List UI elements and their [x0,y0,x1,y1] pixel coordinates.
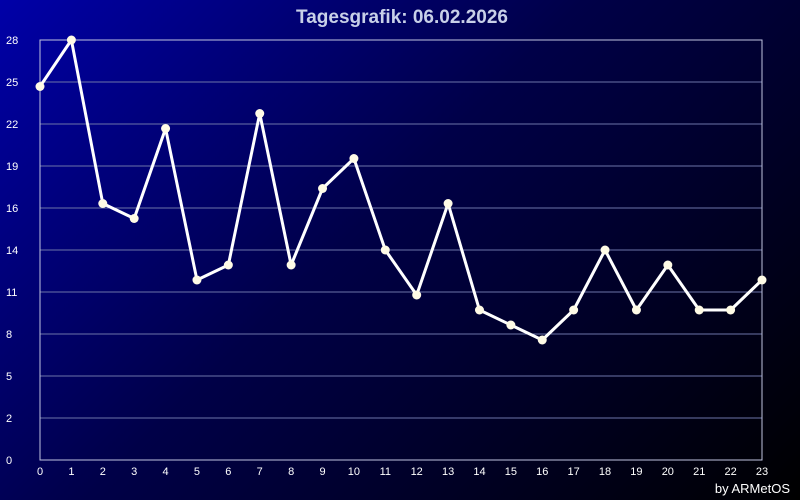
data-point [631,305,641,315]
data-point [694,305,704,315]
data-point [569,305,579,315]
series-points [35,35,767,345]
x-axis-ticks: 0 1 2 3 4 5 6 7 8 9 10 11 12 13 14 15 16 17 18 19 20 21 22 23 [37,466,768,478]
data-point [35,82,45,91]
series-line [38,38,764,342]
y-tick-label: 14 [6,245,18,257]
chart-title: Tagesgrafik: 06.02.2026 [296,7,508,28]
data-point [192,275,202,285]
y-tick-label: 28 [6,35,18,47]
data-point [443,199,453,208]
x-tick-label: 11 [380,466,391,478]
x-tick-label: 21 [693,466,705,478]
x-tick-label: 8 [288,466,294,478]
x-tick-label: 2 [100,466,106,478]
plot-frame [39,39,763,461]
x-tick-label: 15 [505,466,517,478]
data-point [129,214,139,223]
x-tick-label: 22 [724,466,736,478]
data-point [537,335,547,345]
data-point [412,290,422,300]
data-point [757,275,767,285]
x-tick-label: 12 [411,466,423,478]
y-tick-label: 25 [6,77,18,89]
data-point [286,260,296,270]
x-tick-label: 9 [319,466,325,478]
data-point [600,245,610,255]
data-point [474,305,484,315]
data-point [506,320,516,330]
data-point [66,35,76,45]
x-tick-label: 19 [630,466,642,478]
x-tick-label: 17 [568,466,580,478]
x-tick-label: 16 [536,466,548,478]
gridlines [40,81,762,419]
y-tick-label: 5 [6,371,12,383]
data-point [349,154,359,163]
data-point [161,124,171,133]
data-point [726,305,736,315]
y-tick-label: 0 [6,455,12,467]
y-tick-label: 22 [6,119,18,131]
y-tick-label: 16 [6,203,18,215]
y-tick-label: 2 [6,413,12,425]
data-point [223,260,233,270]
x-tick-label: 18 [599,466,611,478]
data-point [318,184,328,193]
data-point [255,109,265,118]
x-tick-label: 13 [442,466,454,478]
data-point [380,245,390,255]
x-tick-label: 14 [473,466,485,478]
x-tick-label: 23 [756,466,768,478]
x-tick-label: 7 [257,466,263,478]
x-tick-label: 1 [68,466,74,478]
x-tick-label: 10 [348,466,360,478]
data-point [98,199,108,208]
x-tick-label: 0 [37,466,43,478]
y-tick-label: 11 [6,287,17,299]
credit-text: by ARMetOS [715,481,790,496]
data-point [663,260,673,270]
y-tick-label: 19 [6,161,18,173]
x-tick-label: 20 [662,466,674,478]
y-tick-label: 8 [6,329,12,341]
x-tick-label: 6 [225,466,231,478]
x-tick-label: 4 [163,466,169,478]
x-tick-label: 5 [194,466,200,478]
x-tick-label: 3 [131,466,137,478]
